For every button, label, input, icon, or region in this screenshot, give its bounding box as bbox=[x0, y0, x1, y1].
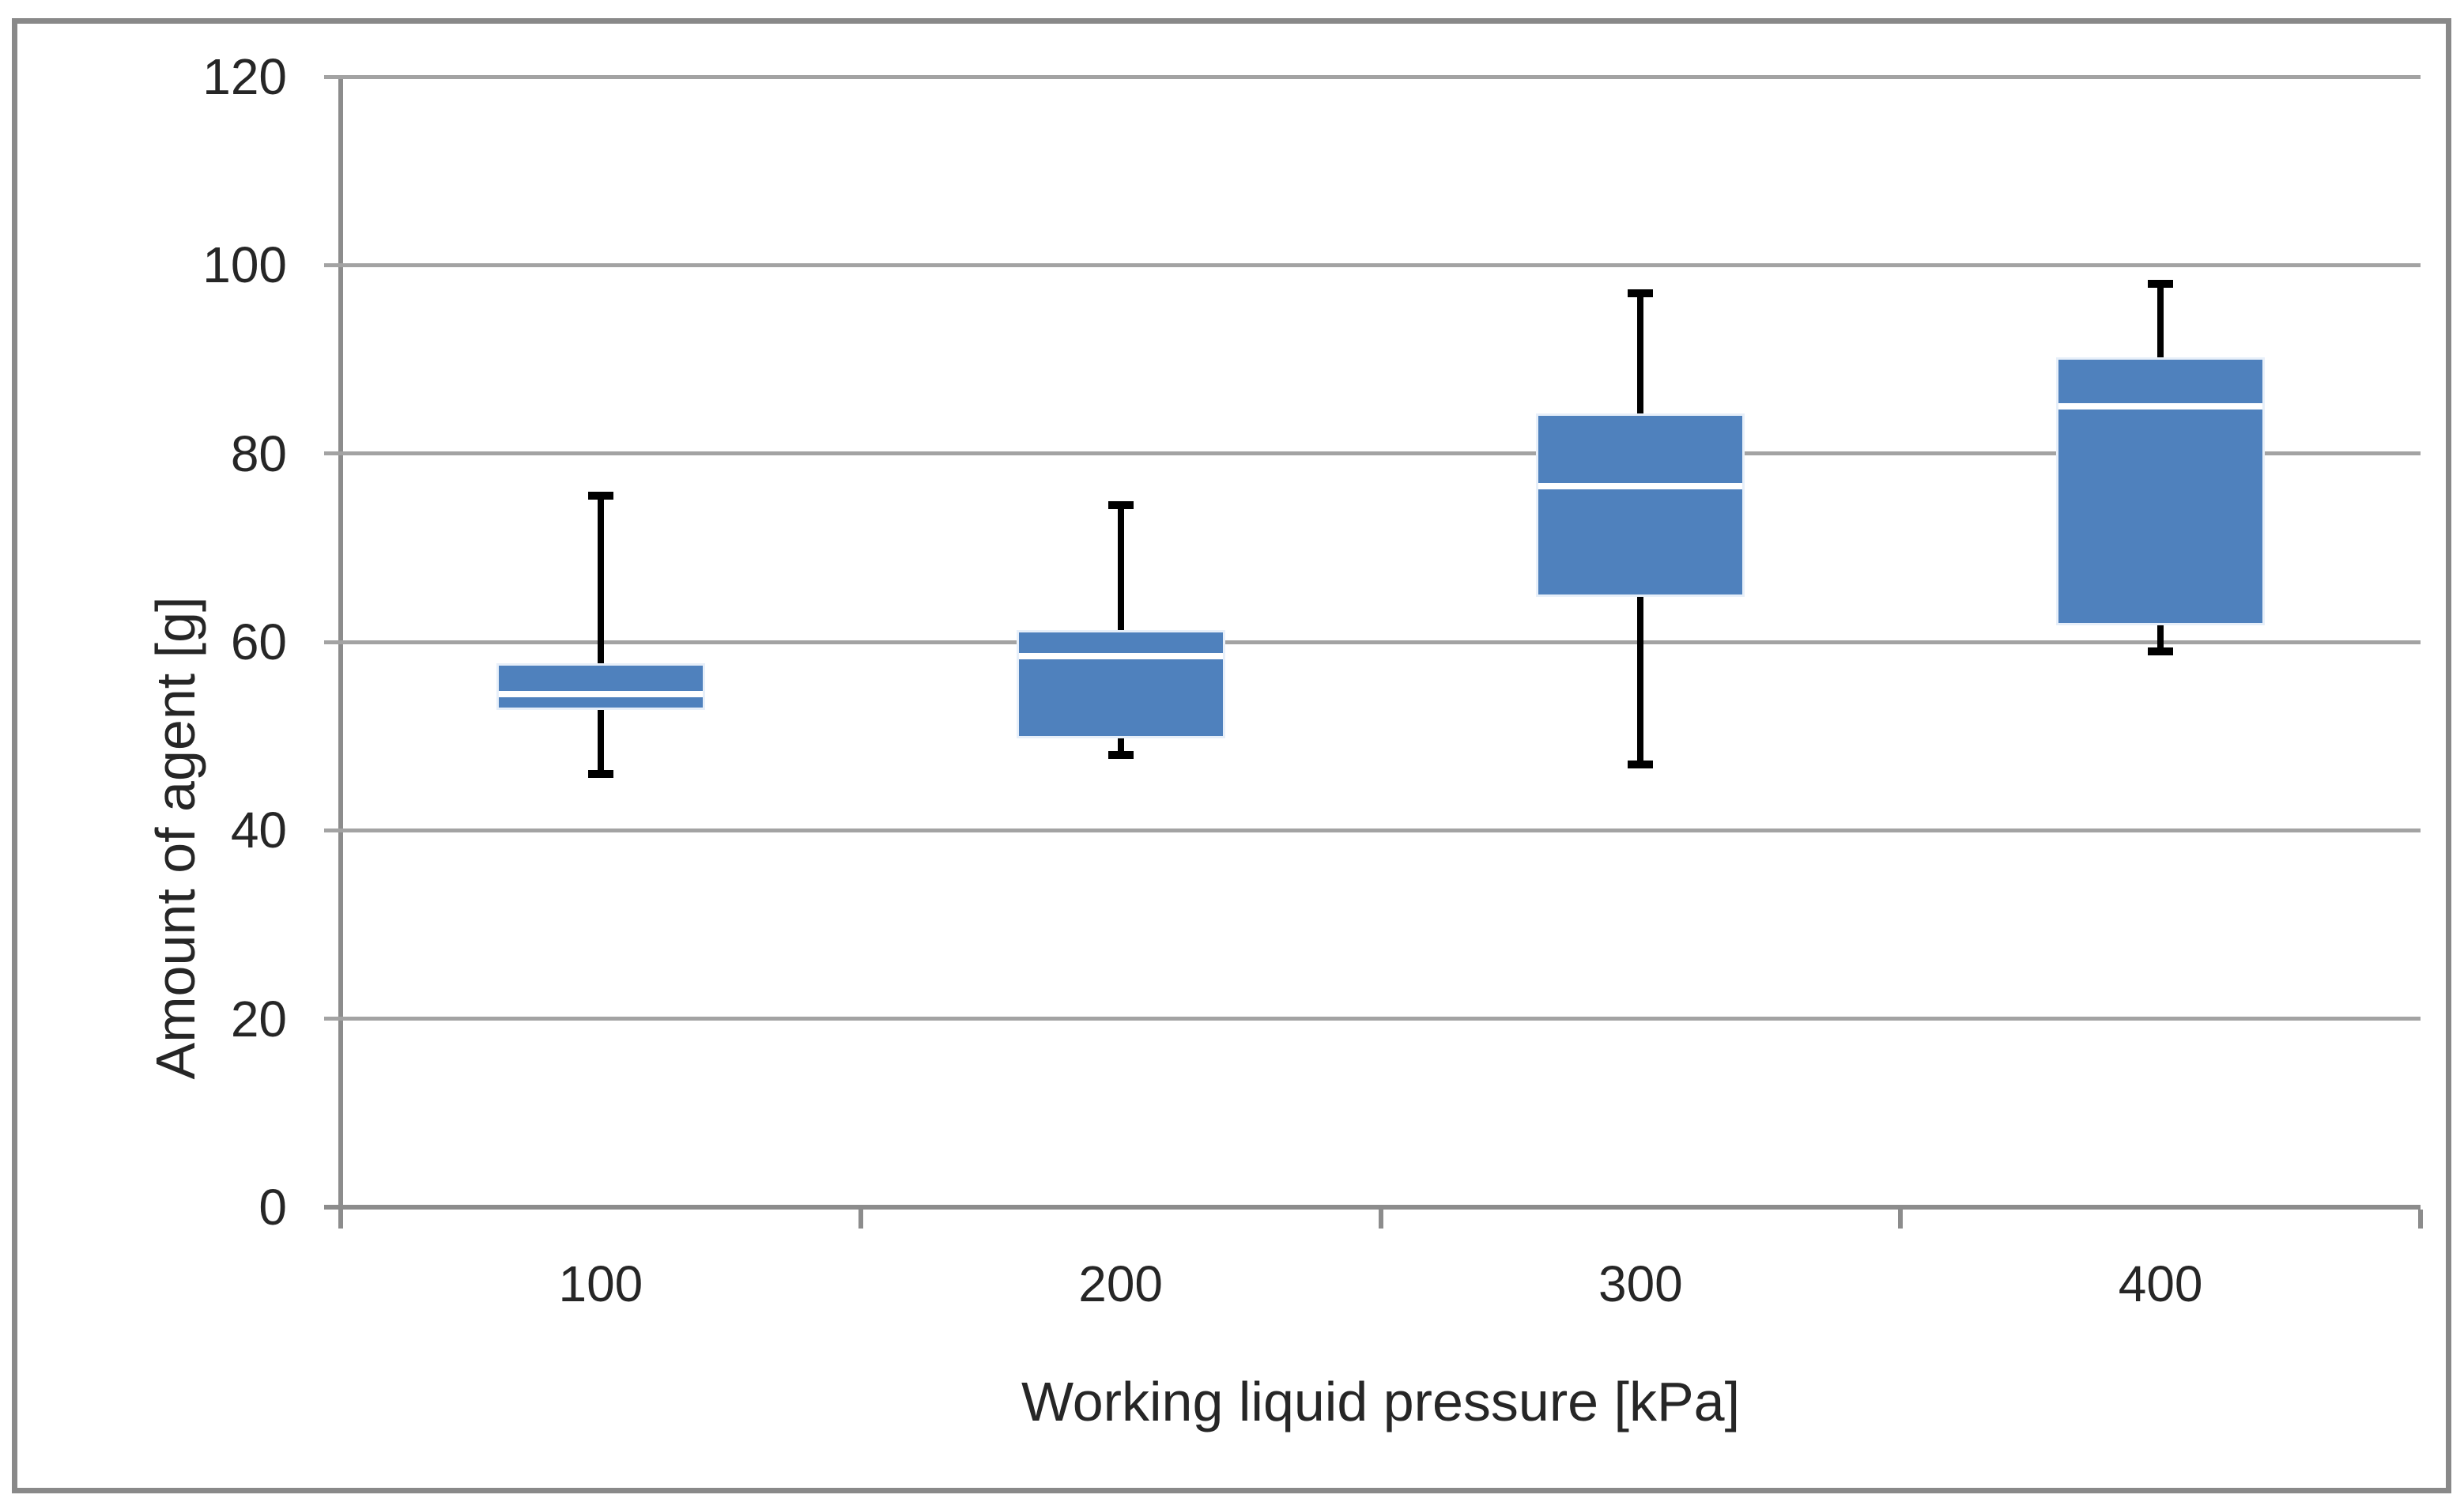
x-axis-tick-4 bbox=[2418, 1210, 2423, 1229]
whisker-upper-100 bbox=[597, 496, 604, 666]
x-tick-label-400: 400 bbox=[2118, 1255, 2203, 1312]
whisker-cap-min-300 bbox=[1628, 760, 1654, 768]
iqr-box-300 bbox=[1536, 413, 1745, 598]
gridline-y-100 bbox=[324, 262, 2421, 267]
gridline-y-80 bbox=[324, 451, 2421, 456]
y-tick-label-120: 120 bbox=[202, 48, 287, 105]
iqr-box-200 bbox=[1016, 630, 1225, 739]
x-tick-label-100: 100 bbox=[558, 1255, 643, 1312]
whisker-upper-400 bbox=[2157, 284, 2164, 360]
median-line-200 bbox=[1018, 652, 1223, 659]
whisker-lower-400 bbox=[2157, 623, 2164, 651]
x-axis-tick-2 bbox=[1378, 1210, 1383, 1229]
whisker-cap-max-400 bbox=[2148, 280, 2174, 289]
x-tick-label-200: 200 bbox=[1078, 1255, 1164, 1312]
median-line-100 bbox=[498, 690, 703, 697]
y-tick-label-0: 0 bbox=[258, 1179, 287, 1236]
y-tick-label-60: 60 bbox=[230, 613, 287, 670]
x-axis-tick-3 bbox=[1898, 1210, 1904, 1229]
whisker-cap-min-400 bbox=[2148, 647, 2174, 655]
x-axis-line bbox=[324, 1205, 2421, 1210]
gridline-y-120 bbox=[324, 74, 2421, 79]
median-line-300 bbox=[1538, 483, 1743, 490]
iqr-box-400 bbox=[2056, 357, 2266, 626]
y-axis-line bbox=[338, 77, 343, 1226]
plot-area bbox=[324, 74, 2423, 1229]
gridline-y-20 bbox=[324, 1017, 2421, 1021]
whisker-cap-min-200 bbox=[1107, 751, 1134, 759]
x-axis-title: Working liquid pressure [kPa] bbox=[1021, 1371, 1741, 1432]
whisker-cap-max-100 bbox=[587, 492, 613, 500]
x-tick-label-300: 300 bbox=[1598, 1255, 1683, 1312]
y-tick-label-40: 40 bbox=[230, 802, 287, 859]
gridline-y-40 bbox=[324, 828, 2421, 832]
y-tick-label-80: 80 bbox=[230, 425, 287, 482]
median-line-400 bbox=[2058, 403, 2263, 410]
whisker-upper-200 bbox=[1117, 505, 1124, 633]
whisker-lower-100 bbox=[597, 708, 604, 774]
whisker-lower-200 bbox=[1117, 736, 1124, 755]
figure-border bbox=[12, 18, 2451, 1493]
gridline-y-60 bbox=[324, 640, 2421, 644]
y-tick-label-20: 20 bbox=[230, 990, 287, 1047]
y-tick-label-100: 100 bbox=[202, 236, 287, 294]
whisker-cap-max-300 bbox=[1628, 289, 1654, 298]
whisker-lower-300 bbox=[1637, 594, 1644, 764]
x-axis-tick-0 bbox=[338, 1210, 343, 1229]
iqr-box-100 bbox=[496, 662, 705, 711]
whisker-upper-300 bbox=[1637, 293, 1644, 416]
whisker-cap-min-100 bbox=[587, 769, 613, 778]
x-axis-tick-1 bbox=[858, 1210, 863, 1229]
whisker-cap-max-200 bbox=[1107, 501, 1134, 510]
